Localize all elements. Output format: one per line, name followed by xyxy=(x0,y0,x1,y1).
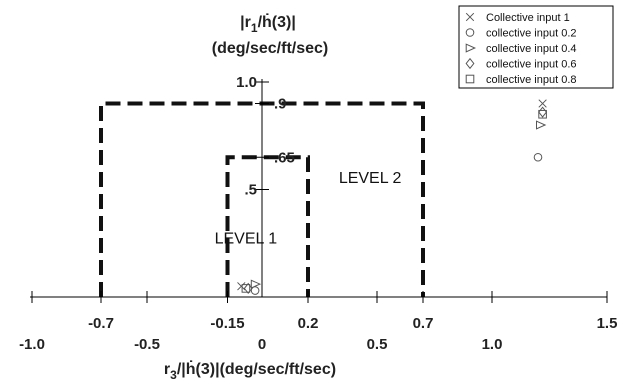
legend-marker-square xyxy=(465,74,475,84)
legend: Collective input 1 collective input 0.2 co… xyxy=(458,5,614,89)
data-point-diamond-marker xyxy=(243,282,253,295)
legend-marker-diamond xyxy=(465,57,475,70)
x-axis-title: r3/|ḣ(3)|(deg/sec/ft/sec) xyxy=(164,359,336,382)
data-point-triangle-right-marker xyxy=(536,120,547,130)
x-tick-label: 0.7 xyxy=(413,315,434,332)
region-label-2: LEVEL 2 xyxy=(339,170,402,187)
region-label-1: LEVEL 1 xyxy=(215,230,278,247)
legend-marker-x xyxy=(465,12,475,22)
data-point-circle-marker xyxy=(533,152,543,162)
legend-label: Collective input 1 xyxy=(486,12,570,24)
legend-label: collective input 0.6 xyxy=(486,59,577,71)
x-tick-label: 1.5 xyxy=(597,315,618,332)
data-point-x-marker xyxy=(538,99,547,108)
x-tick-label: 0.5 xyxy=(367,336,388,353)
x-tick-label: -0.7 xyxy=(88,315,114,332)
x-tick-label: -0.15 xyxy=(210,315,244,332)
y-axis-title-line1: |r1/ḣ(3)| xyxy=(240,12,296,35)
y-tick-label: .5 xyxy=(244,182,257,199)
x-tick-label: -0.5 xyxy=(134,336,160,353)
y-tick-label: 1.0 xyxy=(236,74,257,91)
data-point-square-marker xyxy=(538,109,547,119)
legend-marker-triangle-right xyxy=(465,43,477,53)
legend-label: collective input 0.8 xyxy=(486,74,577,86)
y-tick-label: .9 xyxy=(274,96,287,113)
y-axis-title-line2: (deg/sec/ft/sec) xyxy=(212,40,328,57)
legend-marker-circle xyxy=(465,28,475,37)
data-point-triangle-right-marker xyxy=(250,279,262,289)
data-point-square-marker xyxy=(241,284,251,293)
y-tick-label: .65 xyxy=(274,149,295,166)
data-points xyxy=(237,99,548,295)
data-point-diamond-marker xyxy=(538,106,548,118)
legend-label: collective input 0.4 xyxy=(486,43,577,55)
region-boundary-1 xyxy=(225,155,310,297)
x-tick-label: 1.0 xyxy=(482,336,503,353)
x-tick-label: 0.2 xyxy=(298,315,319,332)
legend-box xyxy=(458,5,614,89)
legend-label: collective input 0.2 xyxy=(486,28,577,40)
axes xyxy=(30,79,607,298)
x-tick-label: -1.0 xyxy=(19,336,45,353)
axis-ticks: -0.7 -0.15 0.2 0.7 1.5 -1.0 -0.5 0 0.5 1.0 1.0 .9 .6… xyxy=(19,74,617,353)
x-tick-label: 0 xyxy=(258,336,266,353)
data-point-x-marker xyxy=(237,282,246,291)
